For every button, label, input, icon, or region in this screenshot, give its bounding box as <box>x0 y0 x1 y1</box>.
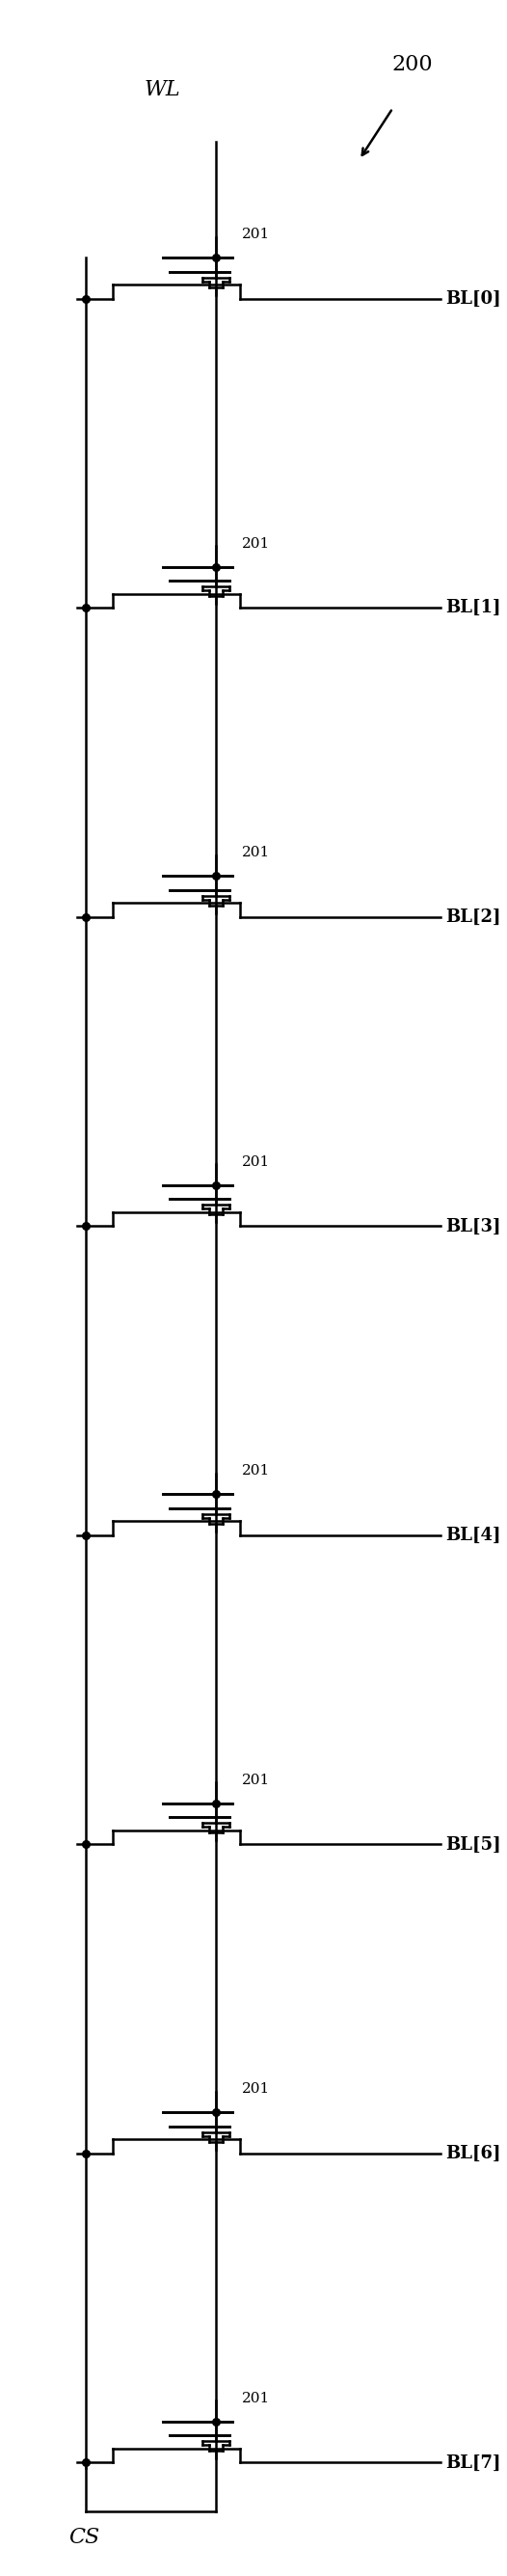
Text: BL[2]: BL[2] <box>446 909 501 925</box>
Text: CS: CS <box>68 2527 99 2548</box>
Text: 201: 201 <box>242 1154 270 1170</box>
Text: 201: 201 <box>242 227 270 242</box>
Text: BL[5]: BL[5] <box>446 1837 501 1852</box>
Text: 201: 201 <box>242 536 270 551</box>
Text: 200: 200 <box>391 54 432 75</box>
Text: 201: 201 <box>242 845 270 860</box>
Text: 201: 201 <box>242 1463 270 1479</box>
Text: BL[0]: BL[0] <box>446 291 501 307</box>
Text: 201: 201 <box>242 2081 270 2097</box>
Text: BL[3]: BL[3] <box>446 1218 501 1234</box>
Text: BL[7]: BL[7] <box>446 2455 501 2470</box>
Text: BL[6]: BL[6] <box>446 2146 501 2161</box>
Text: WL: WL <box>143 80 180 100</box>
Text: BL[4]: BL[4] <box>446 1528 501 1543</box>
Text: 201: 201 <box>242 2391 270 2406</box>
Text: BL[1]: BL[1] <box>446 600 501 616</box>
Text: 201: 201 <box>242 1772 270 1788</box>
